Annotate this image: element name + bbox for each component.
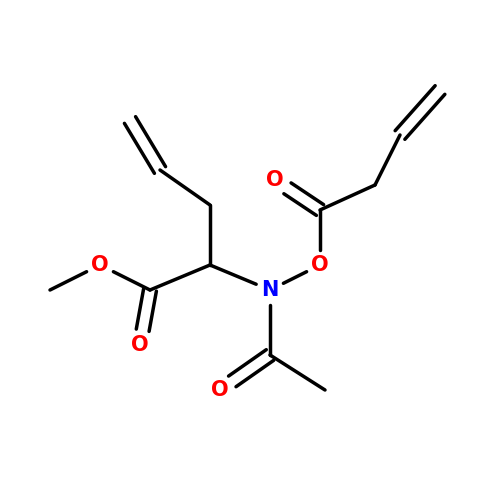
Text: O: O [131, 335, 149, 355]
Text: O: O [266, 170, 284, 190]
Text: N: N [262, 280, 278, 300]
Text: O: O [311, 255, 329, 275]
Text: O: O [211, 380, 229, 400]
Text: O: O [91, 255, 109, 275]
